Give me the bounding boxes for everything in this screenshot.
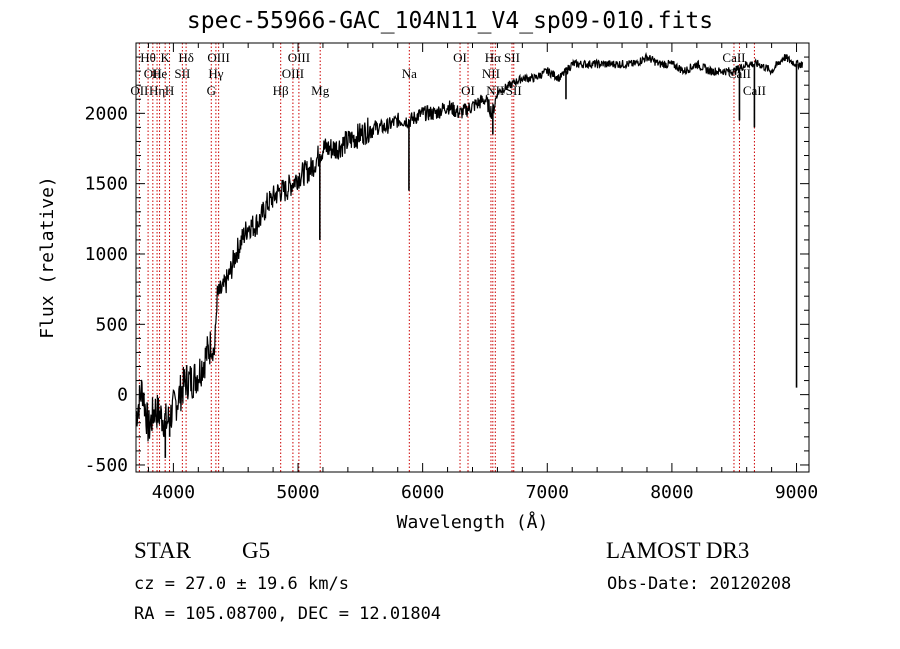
line-label: OI: [453, 50, 467, 65]
flux-series-line: [135, 51, 804, 442]
line-label: OIII: [288, 50, 310, 65]
y-tick-label: 1500: [85, 174, 128, 195]
line-label: CaII: [728, 66, 751, 81]
redshift-text: cz = 27.0 ± 19.6 km/s: [134, 574, 349, 594]
line-label: Na: [402, 66, 417, 81]
line-label: Hη: [149, 83, 165, 98]
line-label: NII: [482, 66, 500, 81]
line-markers: [138, 43, 755, 472]
axis-ticks: 4000 5000 6000 7000 8000 9000 -500 0 500 1000 1500…: [85, 43, 818, 503]
y-tick-label: 500: [95, 314, 128, 335]
y-tick-label: 2000: [85, 103, 128, 124]
line-label: Hα: [485, 50, 501, 65]
line-label: Mg: [311, 83, 330, 98]
y-tick-label: -500: [85, 455, 128, 476]
line-label: CaII: [722, 50, 745, 65]
line-label: SII: [506, 83, 522, 98]
chart-title: spec-55966-GAC_104N11_V4_sp09-010.fits: [186, 8, 714, 34]
line-label: SII: [174, 66, 190, 81]
line-label: OIII: [207, 50, 229, 65]
y-tick-label: 1000: [85, 244, 128, 265]
absorption-dips: [164, 64, 798, 458]
x-tick-label: 8000: [650, 482, 693, 503]
x-tick-label: 4000: [152, 482, 195, 503]
line-label: NII: [486, 83, 504, 98]
line-label: OI: [461, 83, 475, 98]
line-label: H: [165, 83, 174, 98]
line-labels: OIIHθOIIHηHeKHSIIHδGHγOIIIHβOIIIOIIIMgNa…: [130, 50, 766, 98]
x-tick-label: 9000: [775, 482, 818, 503]
line-label: Hθ: [140, 50, 156, 65]
survey-name: LAMOST DR3: [606, 538, 750, 563]
y-axis-label: Flux (relative): [37, 176, 58, 339]
spectral-subclass: G5: [242, 538, 271, 563]
object-class: STAR: [134, 538, 191, 563]
y-tick-label: 0: [117, 385, 128, 406]
coordinates-text: RA = 105.08700, DEC = 12.01804: [134, 604, 442, 624]
line-label: He: [152, 66, 167, 81]
x-tick-label: 6000: [401, 482, 444, 503]
line-label: OII: [144, 66, 162, 81]
line-label: Hδ: [178, 50, 194, 65]
line-label: Hγ: [208, 66, 223, 81]
x-axis-label: Wavelength (Å): [397, 511, 549, 533]
line-label: OII: [130, 83, 148, 98]
x-tick-label: 7000: [526, 482, 569, 503]
line-label: OIII: [282, 66, 304, 81]
line-label: CaII: [743, 83, 766, 98]
x-tick-label: 5000: [276, 482, 319, 503]
line-label: Hβ: [273, 83, 289, 98]
line-label: K: [160, 50, 170, 65]
line-label: SII: [504, 50, 520, 65]
obs-date-text: Obs-Date: 20120208: [607, 574, 792, 594]
line-label: G: [207, 83, 216, 98]
